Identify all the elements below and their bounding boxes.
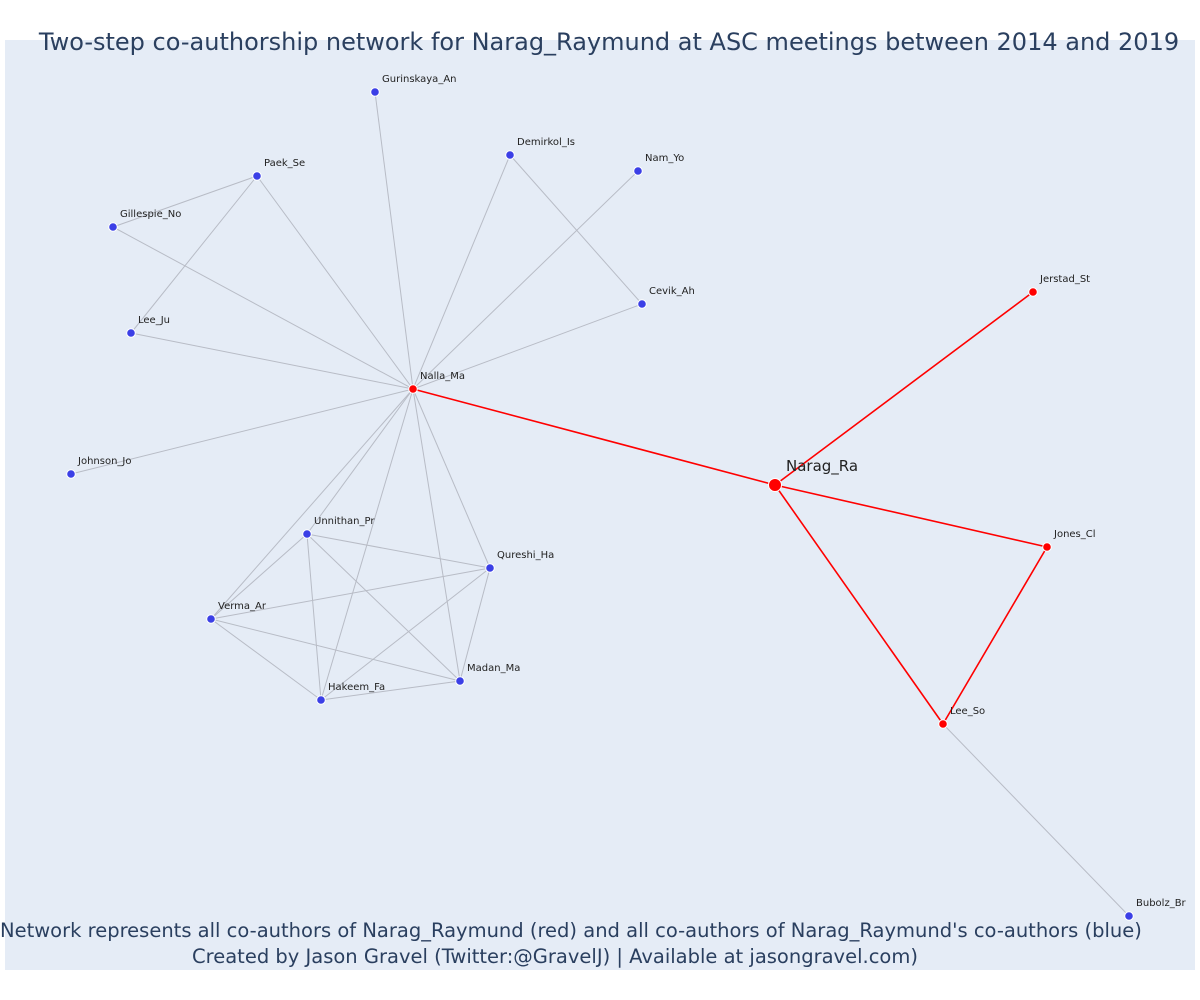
node-label-Unnithan_Pr: Unnithan_Pr: [314, 516, 375, 527]
node-label-Lee_So: Lee_So: [950, 706, 985, 717]
node-label-Gillespie_No: Gillespie_No: [120, 209, 181, 220]
edge-Demirkol_Is-Cevik_Ah: [509, 154, 643, 305]
edge-Lee_So-Bubolz_Br: [942, 723, 1130, 917]
edge-Jones_Cl-Lee_So: [942, 546, 1048, 725]
node-label-Jerstad_St: Jerstad_St: [1039, 274, 1090, 285]
node-Lee_So[interactable]: [938, 719, 948, 729]
node-label-Madan_Ma: Madan_Ma: [467, 663, 520, 674]
edge-Nalla_Ma-Hakeem_Fa: [320, 388, 414, 701]
node-Bubolz_Br[interactable]: [1124, 911, 1134, 921]
edges-layer: [70, 91, 1130, 917]
node-label-Verma_Ar: Verma_Ar: [218, 601, 267, 612]
node-Cevik_Ah[interactable]: [637, 299, 647, 309]
node-Narag_Ra[interactable]: [768, 478, 782, 492]
caption-line-2: Created by Jason Gravel (Twitter:@Gravel…: [192, 945, 918, 968]
node-label-Narag_Ra: Narag_Ra: [786, 457, 858, 476]
node-label-Jones_Cl: Jones_Cl: [1053, 529, 1096, 540]
node-label-Qureshi_Ha: Qureshi_Ha: [497, 550, 554, 561]
node-Verma_Ar[interactable]: [206, 614, 216, 624]
edge-Narag_Ra-Jerstad_St: [774, 291, 1034, 486]
edge-Verma_Ar-Hakeem_Fa: [210, 618, 322, 701]
node-label-Johnson_Jo: Johnson_Jo: [77, 456, 131, 467]
node-Johnson_Jo[interactable]: [66, 469, 76, 479]
node-Jones_Cl[interactable]: [1042, 542, 1052, 552]
edge-Nalla_Ma-Nam_Yo: [412, 170, 639, 390]
edge-Qureshi_Ha-Hakeem_Fa: [320, 567, 491, 701]
edge-Nalla_Ma-Lee_Ju: [130, 332, 414, 390]
node-Nalla_Ma[interactable]: [408, 384, 418, 394]
edge-Nalla_Ma-Demirkol_Is: [412, 154, 511, 390]
edge-Unnithan_Pr-Qureshi_Ha: [306, 533, 491, 569]
node-label-Bubolz_Br: Bubolz_Br: [1136, 898, 1187, 909]
edge-Nalla_Ma-Gillespie_No: [112, 226, 414, 390]
node-Nam_Yo[interactable]: [633, 166, 643, 176]
nodes-layer: [66, 87, 1134, 921]
edge-Nalla_Ma-Verma_Ar: [210, 388, 414, 620]
node-Demirkol_Is[interactable]: [505, 150, 515, 160]
edge-Nalla_Ma-Johnson_Jo: [70, 388, 414, 475]
edge-Nalla_Ma-Unnithan_Pr: [306, 388, 414, 535]
edge-Nalla_Ma-Gurinskaya_An: [374, 91, 414, 390]
caption-line-1: Network represents all co-authors of Nar…: [0, 919, 1142, 942]
node-Madan_Ma[interactable]: [455, 676, 465, 686]
edge-Nalla_Ma-Madan_Ma: [412, 388, 461, 682]
edge-Paek_Se-Gillespie_No: [112, 175, 258, 228]
node-label-Nam_Yo: Nam_Yo: [645, 153, 684, 164]
chart-title: Two-step co-authorship network for Narag…: [38, 28, 1180, 56]
node-label-Lee_Ju: Lee_Ju: [138, 315, 170, 326]
edge-Verma_Ar-Madan_Ma: [210, 618, 461, 682]
edge-Nalla_Ma-Paek_Se: [256, 175, 414, 390]
edge-Nalla_Ma-Qureshi_Ha: [412, 388, 491, 569]
node-label-Gurinskaya_An: Gurinskaya_An: [382, 74, 457, 85]
node-Hakeem_Fa[interactable]: [316, 695, 326, 705]
node-Jerstad_St[interactable]: [1028, 287, 1038, 297]
node-label-Demirkol_Is: Demirkol_Is: [517, 137, 575, 148]
edge-Qureshi_Ha-Verma_Ar: [210, 567, 491, 620]
node-Gurinskaya_An[interactable]: [370, 87, 380, 97]
node-Lee_Ju[interactable]: [126, 328, 136, 338]
node-Paek_Se[interactable]: [252, 171, 262, 181]
edge-Unnithan_Pr-Hakeem_Fa: [306, 533, 322, 701]
edge-Narag_Ra-Nalla_Ma: [412, 388, 776, 486]
node-Unnithan_Pr[interactable]: [302, 529, 312, 539]
edge-Narag_Ra-Lee_So: [774, 484, 944, 725]
edge-Paek_Se-Lee_Ju: [130, 175, 258, 334]
node-label-Cevik_Ah: Cevik_Ah: [649, 286, 695, 297]
edge-Nalla_Ma-Cevik_Ah: [412, 303, 643, 390]
edge-Madan_Ma-Hakeem_Fa: [320, 680, 461, 701]
node-label-Hakeem_Fa: Hakeem_Fa: [328, 682, 385, 693]
labels-layer: Narag_Ra Nalla_Ma Jerstad_St Jones_Cl Lee_So…: [77, 74, 1187, 909]
edge-Narag_Ra-Jones_Cl: [774, 484, 1048, 548]
node-label-Nalla_Ma: Nalla_Ma: [420, 371, 465, 382]
edge-Qureshi_Ha-Madan_Ma: [459, 567, 491, 682]
edge-Unnithan_Pr-Madan_Ma: [306, 533, 461, 682]
edge-Unnithan_Pr-Verma_Ar: [210, 533, 308, 620]
chart-caption: Network represents all co-authors of Nar…: [0, 918, 1142, 970]
node-label-Paek_Se: Paek_Se: [264, 158, 305, 169]
node-Gillespie_No[interactable]: [108, 222, 118, 232]
node-Qureshi_Ha[interactable]: [485, 563, 495, 573]
